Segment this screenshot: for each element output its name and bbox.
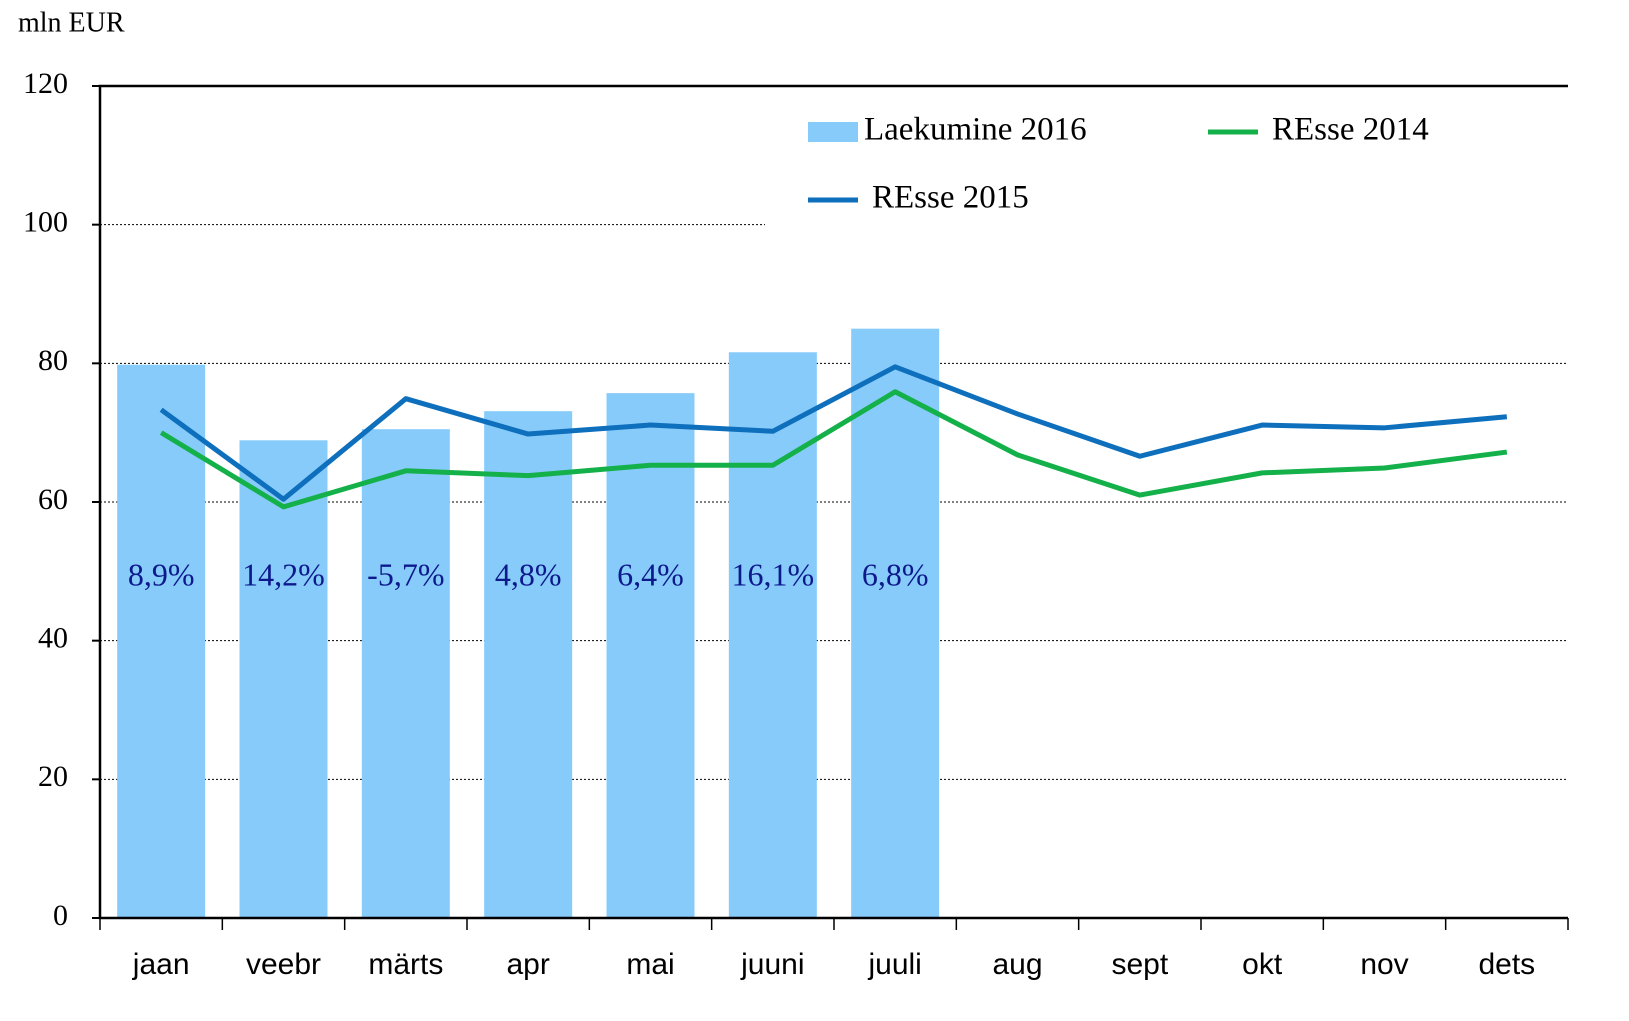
- x-tick-label: dets: [1478, 948, 1535, 981]
- legend-box: [765, 88, 1568, 228]
- x-tick-label: mai: [626, 948, 674, 981]
- bar: [606, 393, 695, 918]
- bar-annotation: 6,8%: [862, 556, 929, 592]
- bar: [851, 328, 940, 919]
- bar: [117, 364, 206, 919]
- y-tick-label: 80: [38, 344, 68, 377]
- x-tick-label: apr: [506, 948, 549, 981]
- bar-annotation: 6,4%: [617, 556, 684, 592]
- line: [159, 364, 1508, 502]
- legend-label: REsse 2014: [1272, 112, 1429, 148]
- bar-annotation: 16,1%: [732, 556, 815, 592]
- y-axis-label: mln EUR: [18, 7, 125, 38]
- y-tick-label: 120: [23, 67, 68, 100]
- x-tick-label: nov: [1360, 948, 1408, 981]
- y-tick-label: 0: [53, 899, 68, 932]
- y-tick-label: 20: [38, 760, 68, 793]
- x-tick-label: okt: [1242, 948, 1283, 981]
- x-tick-label: jaan: [132, 948, 190, 981]
- y-tick-label: 60: [38, 483, 68, 516]
- x-tick-label: juuli: [867, 948, 921, 981]
- bar-annotation: -5,7%: [367, 556, 444, 592]
- bar-annotation: 14,2%: [242, 556, 325, 592]
- line: [159, 389, 1508, 510]
- axes: [98, 84, 1568, 920]
- x-tick-label: aug: [992, 948, 1042, 981]
- bar: [484, 411, 573, 918]
- bar: [728, 352, 817, 918]
- bar: [239, 440, 328, 918]
- legend-swatch: [808, 122, 858, 142]
- legend-label: REsse 2015: [872, 180, 1029, 216]
- x-tick-label: sept: [1111, 948, 1168, 981]
- y-tick-label: 100: [23, 206, 68, 239]
- legend-label: Laekumine 2016: [864, 112, 1087, 148]
- bar-annotation: 4,8%: [495, 556, 562, 592]
- x-tick-label: veebr: [246, 948, 321, 981]
- bar-annotation: 8,9%: [128, 556, 195, 592]
- y-tick-label: 40: [38, 622, 68, 655]
- bar: [361, 429, 450, 918]
- x-tick-label: märts: [368, 948, 443, 981]
- x-tick-label: juuni: [740, 948, 804, 981]
